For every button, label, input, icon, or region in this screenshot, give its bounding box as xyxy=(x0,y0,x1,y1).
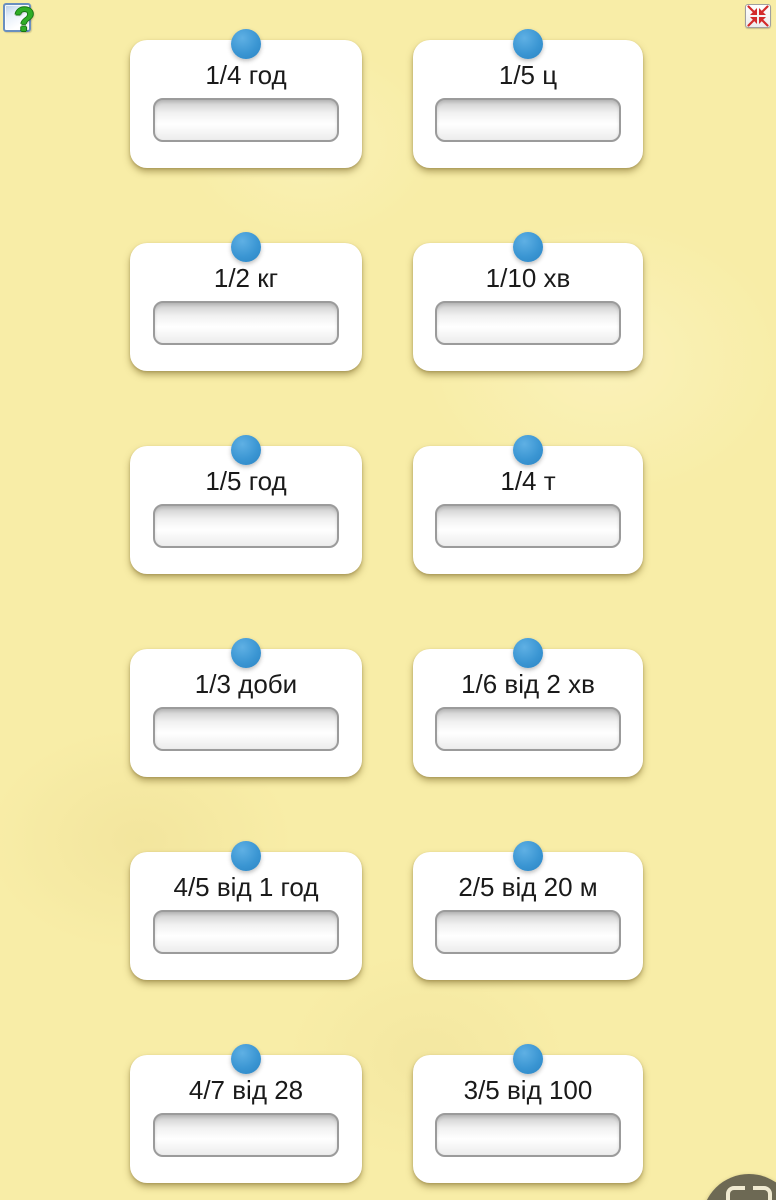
pin-icon xyxy=(513,29,543,59)
task-label: 1/5 ц xyxy=(498,60,558,90)
help-window-icon xyxy=(3,3,31,32)
task-label: 4/7 від 28 xyxy=(188,1075,304,1105)
pin-icon xyxy=(513,435,543,465)
answer-input[interactable] xyxy=(435,504,621,548)
collapse-button[interactable] xyxy=(745,4,771,28)
task-card: 1/10 хв xyxy=(413,232,643,371)
task-card: 1/6 від 2 хв xyxy=(413,638,643,777)
collapse-arrows-icon xyxy=(747,5,769,27)
answer-input[interactable] xyxy=(435,707,621,751)
task-card: 1/5 год xyxy=(130,435,362,574)
answer-input[interactable] xyxy=(435,910,621,954)
pin-icon xyxy=(513,841,543,871)
task-label: 1/6 від 2 хв xyxy=(461,669,595,699)
task-card: 1/2 кг xyxy=(130,232,362,371)
task-label: 1/4 год xyxy=(205,60,287,90)
answer-input[interactable] xyxy=(435,1113,621,1157)
help-button[interactable]: ? xyxy=(2,1,42,48)
task-label: 2/5 від 20 м xyxy=(458,872,598,902)
task-label: 1/4 т xyxy=(500,466,556,496)
answer-input[interactable] xyxy=(153,707,339,751)
fullscreen-bracket-right-icon xyxy=(753,1186,772,1200)
pin-icon xyxy=(231,29,261,59)
fullscreen-bracket-left-icon xyxy=(726,1186,745,1200)
pin-icon xyxy=(231,1044,261,1074)
task-card: 1/5 ц xyxy=(413,29,643,168)
fullscreen-button[interactable] xyxy=(702,1174,776,1200)
pin-icon xyxy=(513,232,543,262)
question-mark-icon: ? xyxy=(14,1,35,39)
task-card: 4/5 від 1 год xyxy=(130,841,362,980)
task-label: 4/5 від 1 год xyxy=(173,872,319,902)
answer-input[interactable] xyxy=(435,301,621,345)
pin-icon xyxy=(231,435,261,465)
pin-icon xyxy=(513,638,543,668)
task-label: 3/5 від 100 xyxy=(463,1075,593,1105)
answer-input[interactable] xyxy=(153,98,339,142)
answer-input[interactable] xyxy=(435,98,621,142)
task-label: 1/2 кг xyxy=(213,263,279,293)
pin-icon xyxy=(513,1044,543,1074)
answer-input[interactable] xyxy=(153,1113,339,1157)
answer-input[interactable] xyxy=(153,504,339,548)
card-grid: 1/4 год 1/5 ц 1/2 кг 1/10 хв 1/5 год 1/4… xyxy=(130,29,643,1183)
task-label: 1/3 доби xyxy=(194,669,298,699)
pin-icon xyxy=(231,638,261,668)
task-card: 1/3 доби xyxy=(130,638,362,777)
task-label: 1/5 год xyxy=(205,466,287,496)
task-card: 2/5 від 20 м xyxy=(413,841,643,980)
task-card: 1/4 год xyxy=(130,29,362,168)
task-label: 1/10 хв xyxy=(485,263,571,293)
task-card: 4/7 від 28 xyxy=(130,1044,362,1183)
answer-input[interactable] xyxy=(153,910,339,954)
pin-icon xyxy=(231,841,261,871)
task-card: 3/5 від 100 xyxy=(413,1044,643,1183)
pin-icon xyxy=(231,232,261,262)
answer-input[interactable] xyxy=(153,301,339,345)
task-card: 1/4 т xyxy=(413,435,643,574)
